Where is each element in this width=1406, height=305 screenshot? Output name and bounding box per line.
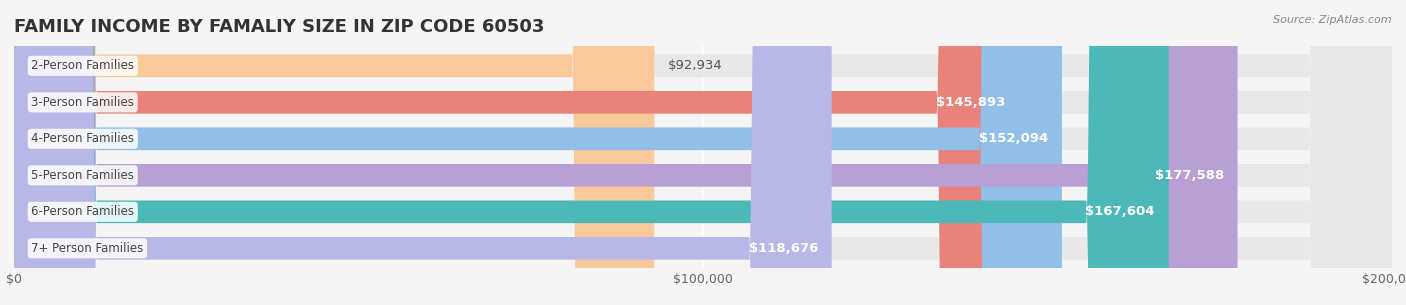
Text: 7+ Person Families: 7+ Person Families: [31, 242, 143, 255]
FancyBboxPatch shape: [14, 0, 1237, 305]
Text: $92,934: $92,934: [668, 59, 723, 72]
Text: 6-Person Families: 6-Person Families: [31, 205, 135, 218]
FancyBboxPatch shape: [14, 0, 1392, 305]
FancyBboxPatch shape: [14, 0, 1168, 305]
FancyBboxPatch shape: [14, 0, 654, 305]
FancyBboxPatch shape: [14, 0, 1392, 305]
FancyBboxPatch shape: [14, 0, 832, 305]
Text: 3-Person Families: 3-Person Families: [31, 96, 134, 109]
Text: FAMILY INCOME BY FAMALIY SIZE IN ZIP CODE 60503: FAMILY INCOME BY FAMALIY SIZE IN ZIP COD…: [14, 18, 544, 36]
Text: 4-Person Families: 4-Person Families: [31, 132, 135, 145]
Text: 2-Person Families: 2-Person Families: [31, 59, 135, 72]
FancyBboxPatch shape: [14, 0, 1392, 305]
FancyBboxPatch shape: [14, 0, 1392, 305]
Text: $145,893: $145,893: [936, 96, 1005, 109]
Text: $152,094: $152,094: [979, 132, 1047, 145]
Text: 5-Person Families: 5-Person Families: [31, 169, 134, 182]
FancyBboxPatch shape: [14, 0, 1392, 305]
Text: Source: ZipAtlas.com: Source: ZipAtlas.com: [1274, 15, 1392, 25]
FancyBboxPatch shape: [14, 0, 1062, 305]
Text: $118,676: $118,676: [748, 242, 818, 255]
FancyBboxPatch shape: [14, 0, 1019, 305]
Text: $167,604: $167,604: [1085, 205, 1154, 218]
FancyBboxPatch shape: [14, 0, 1392, 305]
Text: $177,588: $177,588: [1154, 169, 1223, 182]
